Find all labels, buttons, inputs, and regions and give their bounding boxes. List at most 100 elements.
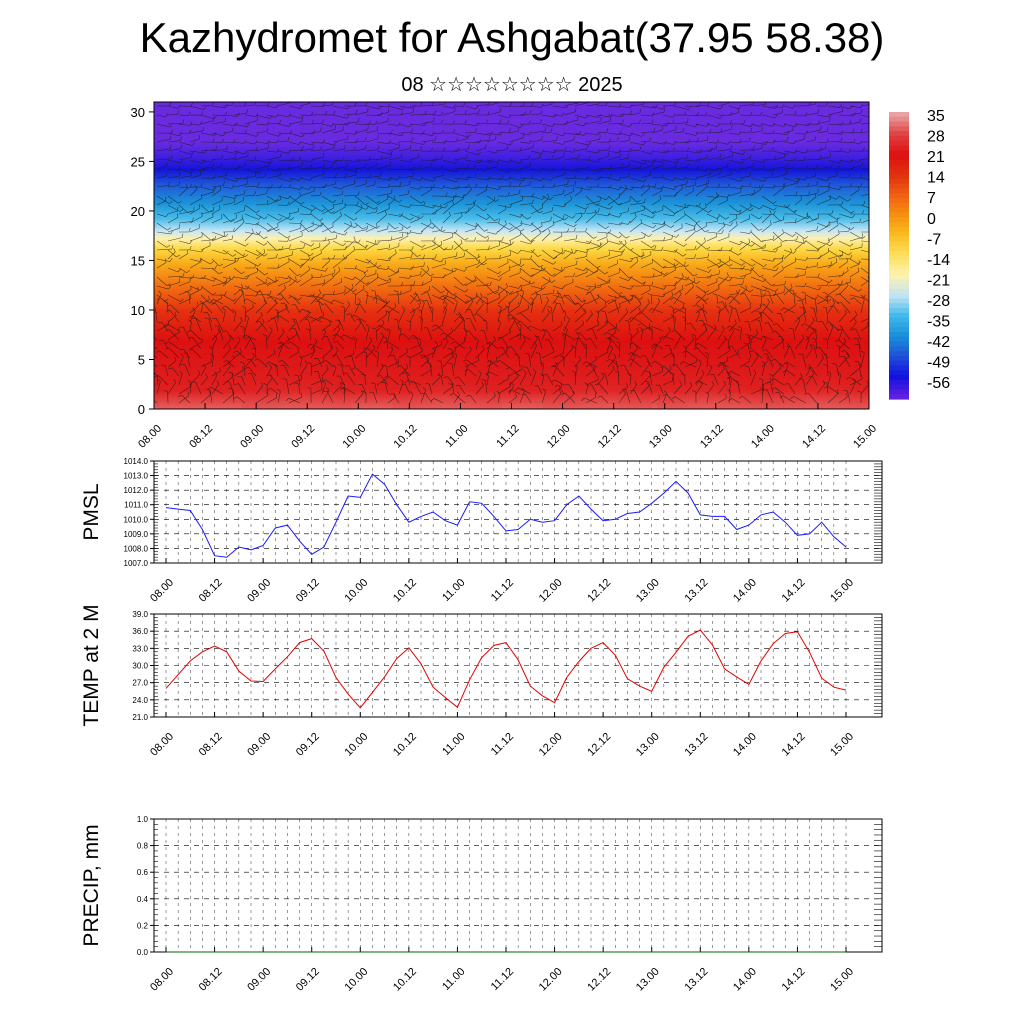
precip-x-tick-label: 15.00 bbox=[828, 966, 856, 994]
colorbar-box bbox=[889, 360, 909, 367]
precip-y-tick-label: 0.8 bbox=[137, 842, 149, 851]
colorbar-label: -35 bbox=[927, 314, 950, 331]
chart-title: Kazhydromet for Ashgabat(37.95 58.38) bbox=[139, 14, 885, 61]
colorbar-box bbox=[889, 317, 909, 324]
pmsl-panel: 1007.0 1008.0 1009.0 1010.0 1011.0 1012.0 1013… bbox=[80, 457, 883, 605]
warm-spot bbox=[656, 354, 767, 409]
colorbar-box bbox=[889, 178, 909, 185]
temp-y-tick-label: 30.0 bbox=[132, 662, 148, 671]
pmsl-y-axis-label: PMSL bbox=[80, 483, 103, 540]
colorbar-box bbox=[889, 379, 909, 386]
cross-section-field bbox=[154, 102, 869, 409]
temp-x-tick-label: 13.12 bbox=[682, 731, 710, 759]
y-tick-label: 15 bbox=[131, 253, 145, 268]
colorbar-label: -14 bbox=[927, 252, 950, 269]
colorbar-box bbox=[889, 394, 909, 400]
pmsl-y-tick-label: 1009.0 bbox=[124, 530, 149, 539]
colorbar-box bbox=[889, 293, 909, 300]
pmsl-x-tick-label: 10.12 bbox=[391, 577, 419, 605]
pmsl-y-tick-label: 1013.0 bbox=[124, 472, 149, 481]
temp-y-tick-label: 33.0 bbox=[132, 644, 148, 653]
colorbar-box bbox=[889, 384, 909, 391]
temp-y-tick-label: 39.0 bbox=[132, 610, 148, 619]
colorbar-box bbox=[889, 155, 909, 161]
colorbar-box bbox=[889, 322, 909, 328]
x-tick-label: 13.12 bbox=[698, 423, 726, 451]
temp-y-tick-label: 24.0 bbox=[132, 696, 148, 705]
wind-barb-field bbox=[154, 102, 869, 404]
colorbar-box bbox=[889, 121, 909, 127]
colorbar-box bbox=[889, 164, 909, 170]
temp-x-tick-label: 14.12 bbox=[780, 731, 808, 759]
colorbar-box bbox=[889, 332, 909, 338]
pmsl-x-tick-label: 14.00 bbox=[731, 577, 759, 605]
x-tick-label: 12.00 bbox=[545, 423, 573, 451]
pmsl-y-tick-label: 1011.0 bbox=[124, 501, 148, 510]
warm-surface-spots bbox=[242, 354, 869, 409]
colorbar-box bbox=[889, 135, 909, 142]
colorbar-box bbox=[889, 274, 909, 281]
temp-x-tick-label: 11.12 bbox=[489, 731, 516, 758]
pmsl-y-tick-label: 1010.0 bbox=[124, 515, 149, 524]
colorbar-box bbox=[889, 222, 909, 228]
precip-x-tick-label: 09.00 bbox=[245, 966, 273, 994]
precip-y-tick-label: 0.6 bbox=[137, 868, 149, 877]
colorbar-box bbox=[889, 212, 909, 218]
colorbar-box bbox=[889, 112, 909, 118]
colorbar-label: 14 bbox=[927, 170, 945, 187]
temp-x-tick-label: 13.00 bbox=[634, 731, 662, 759]
precip-x-tick-label: 11.00 bbox=[440, 966, 467, 993]
temp-x-tick-label: 09.12 bbox=[294, 731, 322, 759]
colorbar-label: 28 bbox=[927, 129, 945, 146]
colorbar-box bbox=[889, 126, 909, 132]
colorbar-box bbox=[889, 341, 909, 347]
colorbar-box bbox=[889, 255, 909, 261]
warm-spot bbox=[763, 354, 869, 409]
x-tick-label: 08.00 bbox=[136, 423, 164, 451]
precip-x-tick-label: 14.00 bbox=[731, 966, 759, 994]
pmsl-x-tick-label: 13.00 bbox=[634, 577, 662, 605]
colorbar-box bbox=[889, 365, 909, 371]
colorbar-box bbox=[889, 150, 909, 156]
precip-y-tick-label: 0.4 bbox=[137, 895, 149, 904]
colorbar-box bbox=[889, 245, 909, 252]
temp-x-tick-label: 14.00 bbox=[731, 731, 759, 759]
colorbar-label: -28 bbox=[927, 293, 950, 310]
chart-subtitle: 08 ☆☆☆☆☆☆☆☆ 2025 bbox=[401, 74, 623, 96]
precip-x-tick-label: 11.12 bbox=[489, 966, 516, 993]
pmsl-y-tick-label: 1014.0 bbox=[124, 457, 149, 466]
cross-section-x-axis: 08.00 08.12 09.00 09.12 10.00 10.12 11.00 11.12… bbox=[136, 403, 879, 451]
temp-y-axis-label: TEMP at 2 M bbox=[80, 604, 103, 726]
x-tick-label: 11.00 bbox=[443, 423, 470, 450]
x-tick-label: 09.12 bbox=[289, 423, 317, 451]
precip-x-tick-label: 12.12 bbox=[585, 966, 613, 994]
x-tick-label: 09.00 bbox=[238, 423, 266, 451]
colorbar-box bbox=[889, 260, 909, 266]
temp-y-tick-label: 27.0 bbox=[132, 679, 148, 688]
precip-x-tick-label: 10.12 bbox=[391, 966, 419, 994]
precip-x-tick-label: 08.00 bbox=[148, 966, 176, 994]
precip-x-tick-label: 08.12 bbox=[197, 966, 225, 994]
pmsl-x-tick-label: 12.00 bbox=[537, 577, 565, 605]
cross-section-y-axis: 0 5 10 15 20 25 30 bbox=[131, 105, 154, 417]
precip-y-tick-label: 0.0 bbox=[137, 948, 149, 957]
colorbar-label: -7 bbox=[927, 231, 941, 248]
colorbar-box bbox=[889, 198, 909, 204]
y-tick-label: 5 bbox=[138, 352, 145, 367]
colorbar-box bbox=[889, 298, 909, 304]
colorbar-box bbox=[889, 188, 909, 194]
precip-x-tick-label: 14.12 bbox=[780, 966, 808, 994]
pmsl-x-tick-label: 08.00 bbox=[148, 577, 176, 605]
colorbar-label: -21 bbox=[927, 272, 950, 289]
pmsl-y-tick-label: 1007.0 bbox=[124, 559, 149, 568]
pmsl-x-tick-label: 12.12 bbox=[585, 577, 613, 605]
pmsl-x-tick-label: 15.00 bbox=[828, 577, 856, 605]
colorbar-box bbox=[889, 269, 909, 276]
x-tick-label: 13.00 bbox=[647, 423, 675, 451]
y-tick-label: 20 bbox=[131, 204, 145, 219]
colorbar-box bbox=[889, 303, 909, 309]
pmsl-x-tick-label: 11.00 bbox=[440, 577, 467, 604]
precip-x-tick-label: 13.12 bbox=[682, 966, 710, 994]
colorbar-box bbox=[889, 231, 909, 237]
